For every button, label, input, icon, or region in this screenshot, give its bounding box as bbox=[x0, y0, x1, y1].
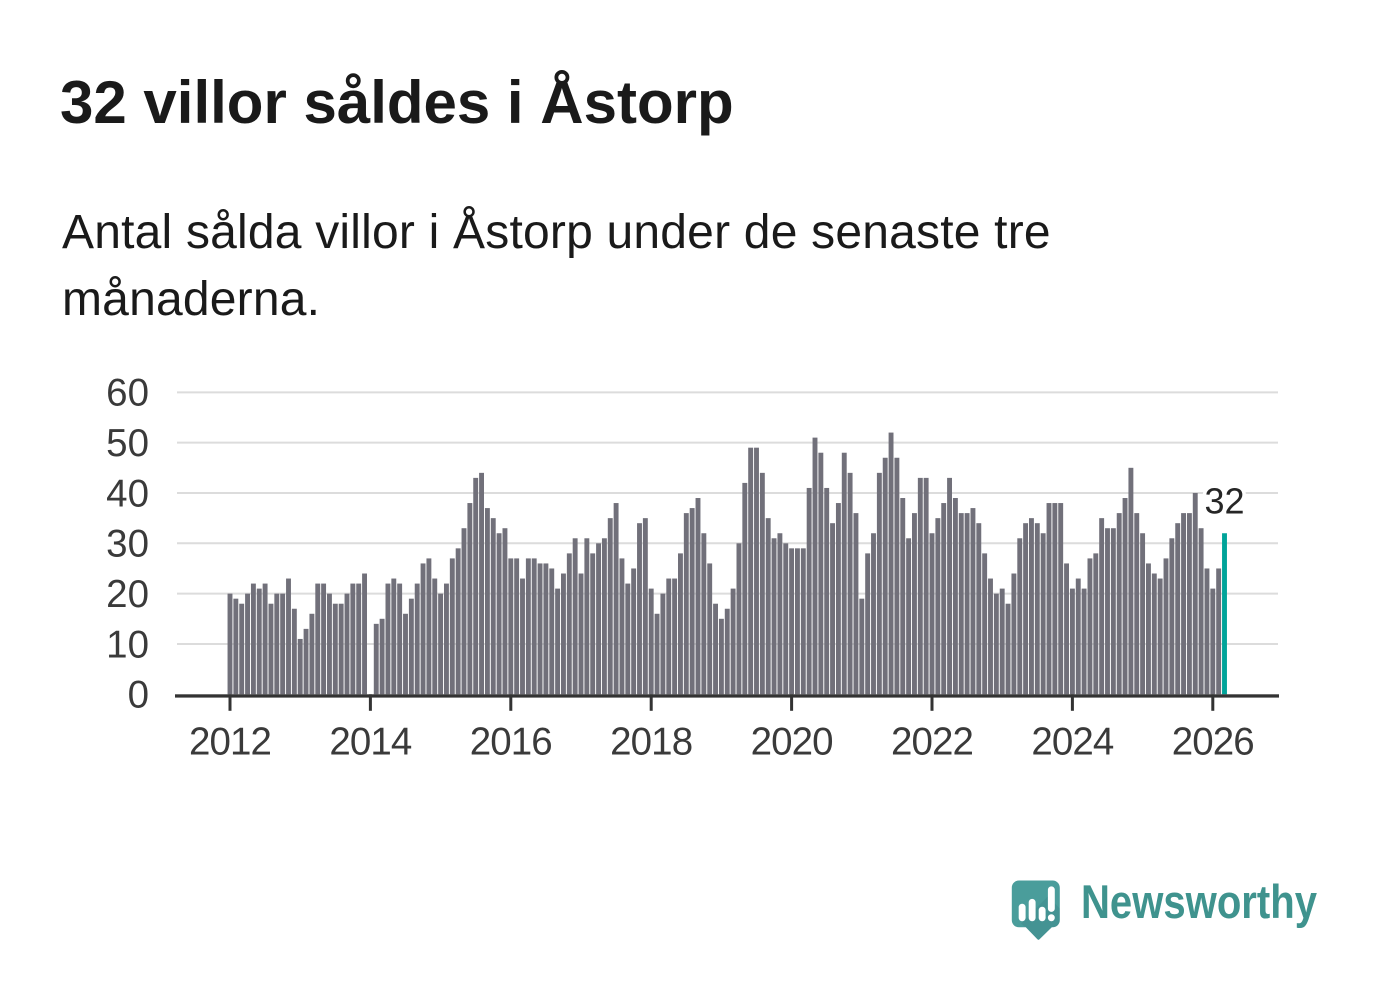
svg-text:2012: 2012 bbox=[189, 721, 271, 764]
svg-text:2018: 2018 bbox=[610, 721, 692, 764]
svg-text:20: 20 bbox=[106, 573, 149, 616]
svg-text:60: 60 bbox=[106, 372, 149, 415]
svg-text:Newsworthy: Newsworthy bbox=[1081, 878, 1317, 928]
svg-text:40: 40 bbox=[106, 472, 149, 515]
svg-text:50: 50 bbox=[106, 422, 149, 465]
svg-text:2014: 2014 bbox=[329, 721, 412, 764]
svg-text:2020: 2020 bbox=[751, 721, 833, 764]
svg-text:2022: 2022 bbox=[891, 721, 973, 764]
svg-text:0: 0 bbox=[128, 674, 149, 717]
svg-text:2026: 2026 bbox=[1172, 721, 1254, 764]
svg-text:2024: 2024 bbox=[1031, 721, 1114, 764]
svg-text:32: 32 bbox=[1204, 481, 1244, 522]
svg-text:10: 10 bbox=[106, 623, 149, 666]
svg-text:2016: 2016 bbox=[470, 721, 552, 764]
svg-text:30: 30 bbox=[106, 523, 149, 566]
